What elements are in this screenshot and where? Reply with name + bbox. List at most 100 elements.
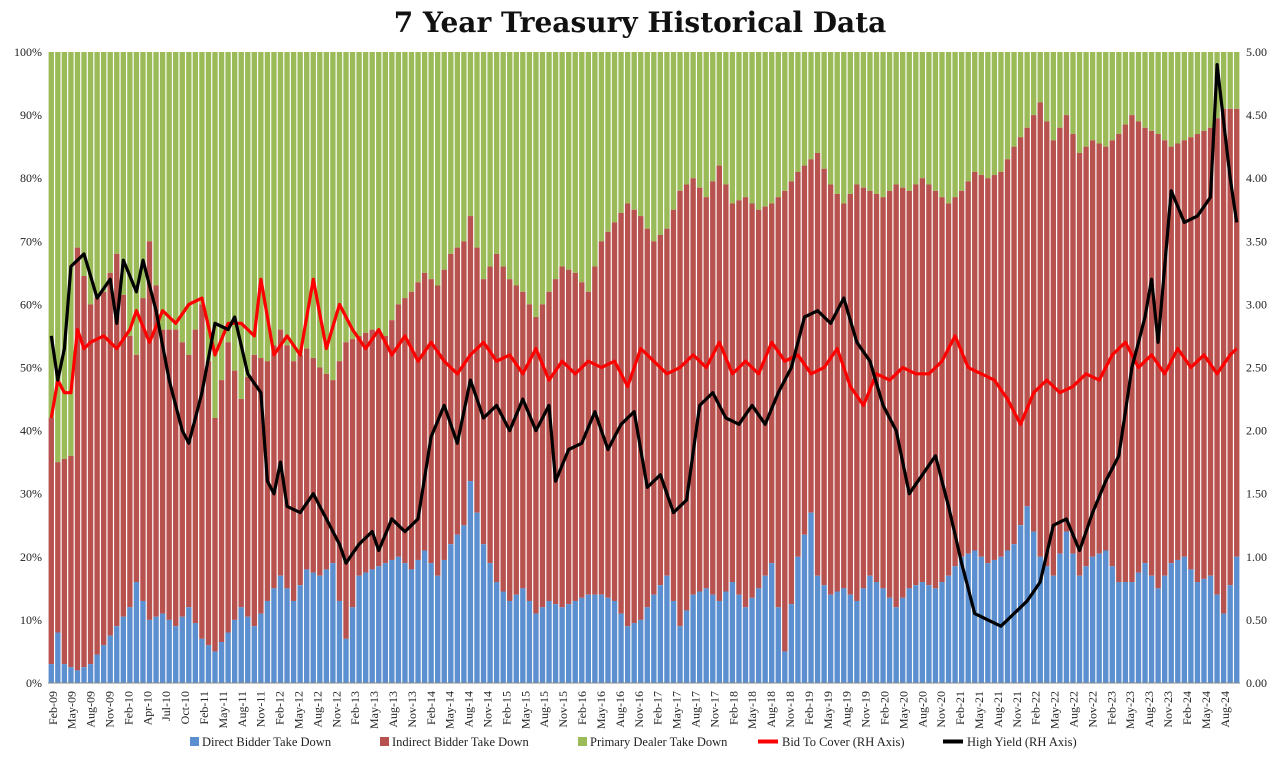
- bar-indirect-bidder: [958, 190, 965, 557]
- legend-label: High Yield (RH Axis): [967, 735, 1077, 749]
- bar-direct-bidder: [651, 594, 657, 683]
- x-tick-label: Aug-13: [386, 691, 400, 728]
- bar-indirect-bidder: [1129, 115, 1135, 583]
- x-tick-label: Nov-22: [1085, 691, 1099, 728]
- bar-indirect-bidder: [860, 187, 867, 589]
- bar-indirect-bidder: [991, 175, 998, 560]
- y-left-tick-label: 20%: [20, 550, 42, 564]
- bar-indirect-bidder: [441, 269, 447, 560]
- bar-direct-bidder: [880, 588, 886, 683]
- bar-direct-bidder: [205, 645, 212, 683]
- bar-direct-bidder: [146, 619, 153, 683]
- bar-indirect-bidder: [68, 455, 74, 668]
- bar-primary-dealer: [421, 52, 428, 273]
- bar-direct-bidder: [500, 591, 506, 683]
- bar-direct-bidder: [985, 563, 991, 683]
- bar-direct-bidder: [1188, 569, 1194, 683]
- bar-primary-dealer: [493, 52, 500, 254]
- y-right-tick-label: 1.50: [1246, 487, 1267, 501]
- bar-indirect-bidder: [998, 171, 1004, 557]
- bar-primary-dealer: [821, 52, 827, 169]
- bar-direct-bidder: [723, 591, 729, 683]
- bar-direct-bidder: [644, 607, 650, 683]
- x-tick-label: Feb-24: [1180, 691, 1194, 725]
- bar-primary-dealer: [474, 52, 480, 248]
- bar-direct-bidder: [264, 600, 271, 683]
- bar-primary-dealer: [559, 52, 565, 267]
- bar-primary-dealer: [454, 52, 461, 248]
- bar-direct-bidder: [1116, 582, 1122, 683]
- x-tick-label: Aug-12: [310, 691, 324, 728]
- bar-indirect-bidder: [166, 329, 172, 620]
- bar-direct-bidder: [795, 556, 801, 683]
- x-tick-label: Nov-15: [556, 691, 570, 728]
- bar-direct-bidder: [677, 626, 683, 683]
- legend-label: Direct Bidder Take Down: [202, 735, 332, 749]
- bar-primary-dealer: [572, 52, 578, 273]
- bar-direct-bidder: [572, 600, 578, 683]
- y-right-tick-label: 3.00: [1246, 297, 1267, 311]
- x-tick-label: May-24: [1199, 691, 1213, 729]
- bar-indirect-bidder: [467, 216, 474, 482]
- y-left-tick-label: 80%: [20, 171, 42, 185]
- bar-primary-dealer: [107, 52, 113, 273]
- bar-indirect-bidder: [985, 178, 991, 564]
- bar-primary-dealer: [565, 52, 572, 270]
- bar-direct-bidder: [336, 600, 343, 683]
- bar-indirect-bidder: [592, 266, 598, 595]
- bar-primary-dealer: [677, 52, 683, 191]
- bar-primary-dealer: [644, 52, 650, 229]
- bar-indirect-bidder: [487, 266, 493, 564]
- bar-direct-bidder: [258, 613, 264, 683]
- x-tick-label: Oct-10: [178, 691, 192, 724]
- bar-indirect-bidder: [834, 193, 840, 592]
- bar-indirect-bidder: [186, 354, 192, 608]
- bar-direct-bidder: [696, 591, 703, 683]
- bar-primary-dealer: [186, 52, 192, 355]
- bar-direct-bidder: [1103, 550, 1109, 683]
- bar-direct-bidder: [624, 626, 631, 683]
- x-tick-label: Aug-09: [84, 691, 98, 728]
- x-tick-label: Nov-13: [405, 691, 419, 728]
- bar-primary-dealer: [1234, 52, 1240, 109]
- bar-direct-bidder: [827, 594, 834, 683]
- y-left-tick-label: 10%: [20, 613, 42, 627]
- bar-direct-bidder: [402, 563, 408, 683]
- bar-primary-dealer: [395, 52, 402, 305]
- bar-primary-dealer: [742, 52, 749, 198]
- bar-direct-bidder: [245, 616, 251, 683]
- bar-indirect-bidder: [1234, 108, 1240, 557]
- bar-direct-bidder: [526, 600, 533, 683]
- bar-primary-dealer: [251, 52, 257, 355]
- bar-indirect-bidder: [808, 159, 814, 513]
- bar-primary-dealer: [290, 52, 297, 362]
- bar-primary-dealer: [716, 52, 723, 166]
- bar-primary-dealer: [755, 52, 762, 210]
- bar-direct-bidder: [1207, 575, 1214, 683]
- x-tick-label: Feb-18: [726, 691, 740, 725]
- x-tick-label: Aug-15: [537, 691, 551, 728]
- bar-primary-dealer: [1168, 52, 1174, 147]
- bar-primary-dealer: [415, 52, 421, 283]
- bar-primary-dealer: [696, 52, 703, 188]
- bar-direct-bidder: [454, 534, 461, 683]
- bar-direct-bidder: [945, 575, 952, 683]
- bar-direct-bidder: [939, 582, 945, 683]
- bar-direct-bidder: [932, 588, 939, 683]
- bar-indirect-bidder: [1116, 134, 1122, 583]
- bar-indirect-bidder: [847, 193, 853, 595]
- bar-direct-bidder: [749, 597, 755, 683]
- bar-direct-bidder: [703, 588, 709, 683]
- bar-indirect-bidder: [369, 329, 375, 570]
- bar-indirect-bidder: [539, 304, 546, 608]
- bar-direct-bidder: [605, 597, 611, 683]
- bar-direct-bidder: [716, 600, 723, 683]
- bar-primary-dealer: [264, 52, 271, 362]
- bar-direct-bidder: [192, 623, 199, 683]
- bar-indirect-bidder: [55, 462, 61, 633]
- bar-primary-dealer: [159, 52, 166, 330]
- y-left-tick-label: 70%: [20, 234, 42, 248]
- bar-indirect-bidder: [841, 203, 847, 589]
- bar-primary-dealer: [389, 52, 395, 321]
- bar-primary-dealer: [1070, 52, 1076, 135]
